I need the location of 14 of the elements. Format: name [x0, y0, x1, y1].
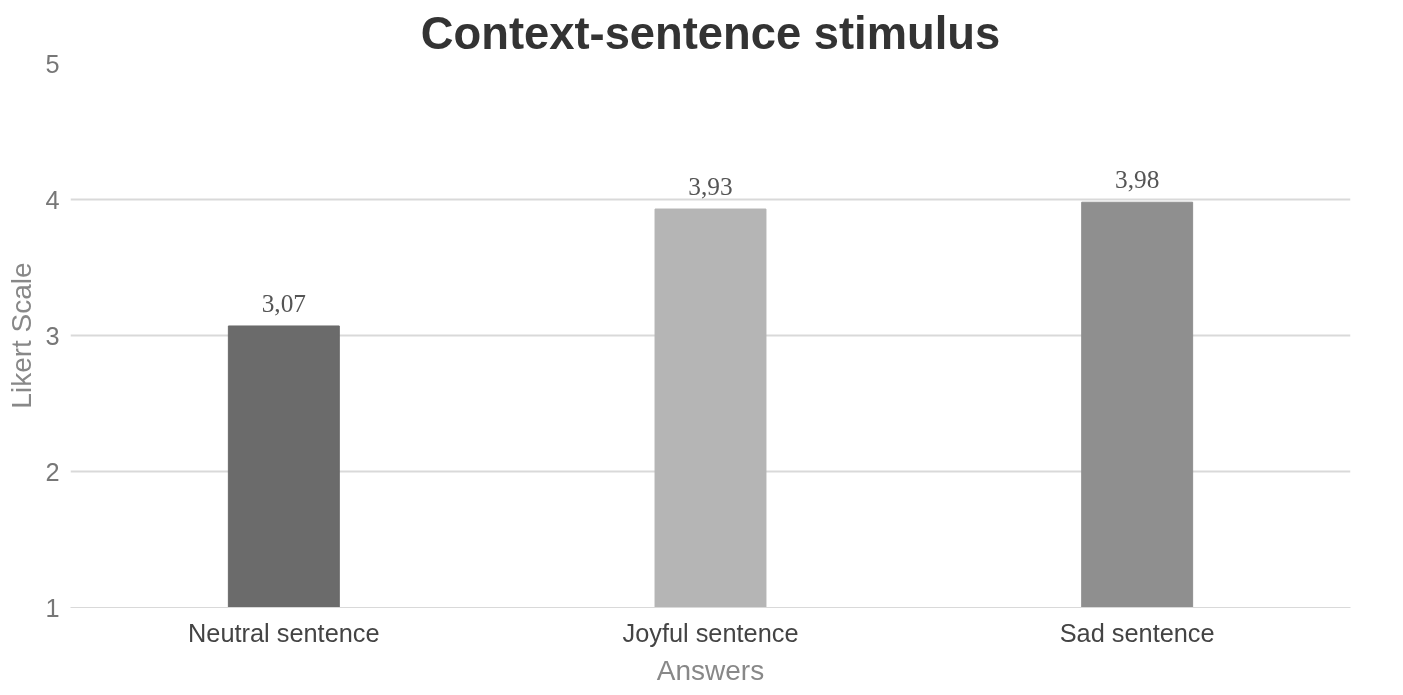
y-tick-label: 4 — [45, 185, 60, 214]
y-axis-title: Likert Scale — [6, 262, 38, 409]
y-tick-label: 5 — [45, 49, 60, 78]
y-tick-label: 2 — [45, 457, 60, 486]
x-axis-title: Answers — [656, 654, 765, 686]
x-tick-label: Joyful sentence — [622, 618, 799, 647]
chart-title: Context-sentence stimulus — [420, 7, 1001, 59]
x-tick-label: Sad sentence — [1059, 618, 1215, 647]
data-label: 3,93 — [688, 172, 733, 201]
y-tick-label: 3 — [45, 321, 60, 350]
x-tick-label: Neutral sentence — [188, 618, 380, 647]
data-label: 3,98 — [1115, 165, 1160, 194]
y-tick-label: 1 — [45, 593, 60, 622]
data-label: 3,07 — [261, 288, 306, 317]
